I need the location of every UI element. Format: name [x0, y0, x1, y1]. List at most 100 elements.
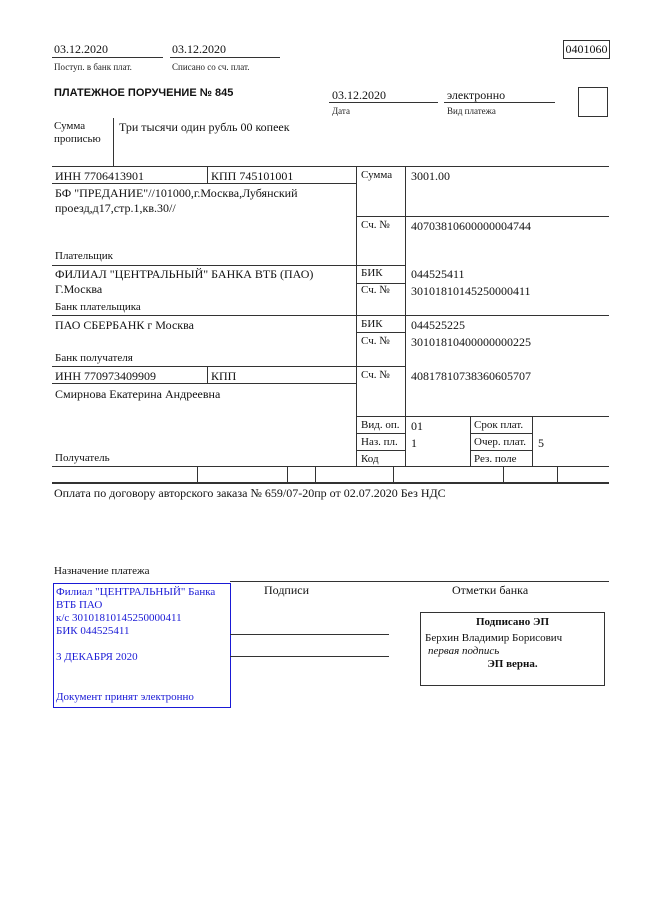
op-type: 01: [411, 419, 423, 433]
purpose-label: Назначение платежа: [54, 565, 150, 577]
divider: [405, 166, 406, 466]
divider: [503, 466, 504, 482]
stamp-line: БИК 044525411: [56, 625, 130, 637]
divider: [207, 166, 208, 183]
divider: [287, 466, 288, 482]
stamp-date: 3 ДЕКАБРЯ 2020: [56, 651, 138, 663]
empty-box: [578, 87, 608, 117]
divider: [393, 466, 394, 482]
divider: [52, 183, 356, 184]
payee-inn: ИНН 770973409909: [55, 369, 156, 383]
received-label: Поступ. в банк плат.: [54, 62, 132, 72]
date-label: Дата: [332, 106, 350, 116]
priority-label: Очер. плат.: [474, 436, 527, 448]
priority: 5: [538, 436, 544, 450]
divider: [52, 383, 356, 384]
divider: [557, 466, 558, 482]
payee-kpp: КПП: [211, 369, 237, 383]
debited-label: Списано со сч. плат.: [172, 62, 250, 72]
document-date: 03.12.2020: [332, 88, 386, 102]
divider: [52, 265, 405, 266]
divider: [470, 416, 471, 466]
payer-bank-account: 30101810145250000411: [411, 284, 531, 298]
signed-title: Подписано ЭП: [475, 616, 550, 628]
stamp-line: ВТБ ПАО: [56, 599, 103, 611]
divider: [532, 416, 533, 466]
purpose-code: 1: [411, 436, 417, 450]
reserve-label: Рез. поле: [474, 453, 517, 465]
divider: [356, 433, 405, 434]
divider: [470, 450, 532, 451]
purpose-text: Оплата по договору авторского заказа № 6…: [54, 486, 446, 500]
debited-date: 03.12.2020: [172, 42, 226, 56]
payer-account: 40703810600000004744: [411, 219, 531, 233]
payee-account: 40817810738360605707: [411, 369, 531, 383]
payer-account-label: Сч. №: [361, 219, 390, 231]
divider: [52, 166, 609, 167]
bank-stamp: Филиал "ЦЕНТРАЛЬНЫЙ" Банка ВТБ ПАО к/с 3…: [53, 583, 231, 708]
payer-label: Плательщик: [55, 250, 113, 262]
stamp-footer: Документ принят электронно: [56, 691, 194, 703]
payee-bank-account: 30101810400000000225: [411, 335, 531, 349]
signer-name: Берхин Владимир Борисович: [425, 632, 563, 644]
divider: [356, 450, 405, 451]
amount-words-label-2: прописью: [54, 133, 101, 145]
stamp-line: к/с 30101810145250000411: [56, 612, 182, 624]
divider: [52, 315, 609, 316]
divider: [315, 466, 316, 482]
divider: [356, 332, 405, 333]
stamp-line: Филиал "ЦЕНТРАЛЬНЫЙ" Банка: [56, 586, 216, 598]
signatures-label: Подписи: [264, 583, 310, 597]
divider: [52, 57, 163, 58]
page-title: ПЛАТЕЖНОЕ ПОРУЧЕНИЕ № 845: [54, 87, 234, 99]
divider: [52, 482, 609, 484]
payer-bik: 044525411: [411, 267, 465, 281]
payer-bik-label: БИК: [361, 267, 383, 279]
bank-marks-box: Подписано ЭП Берхин Владимир Борисович п…: [420, 612, 605, 686]
divider: [444, 102, 555, 103]
divider: [52, 366, 405, 367]
payment-type-label: Вид платежа: [447, 106, 496, 116]
payee-bank-name: ПАО СБЕРБАНК г Москва: [55, 318, 194, 332]
divider: [197, 466, 198, 482]
payee-bank-label: Банк получателя: [55, 352, 133, 364]
divider: [356, 283, 405, 284]
signature-line: [230, 656, 389, 657]
payer-name: БФ "ПРЕДАНИЕ"//101000,г.Москва,Лубянский: [55, 186, 298, 200]
signature-line: [230, 634, 389, 635]
divider: [52, 466, 609, 467]
payer-bank-account-label: Сч. №: [361, 284, 390, 296]
divider: [470, 433, 532, 434]
amount-words: Три тысячи один рубль 00 копеек: [119, 120, 290, 134]
op-type-label: Вид. оп.: [361, 419, 400, 431]
payee-name: Смирнова Екатерина Андреевна: [55, 387, 221, 401]
bank-marks-label: Отметки банка: [452, 583, 529, 597]
divider: [356, 416, 609, 417]
payee-account-label: Сч. №: [361, 369, 390, 381]
payer-bank-name: ФИЛИАЛ "ЦЕНТРАЛЬНЫЙ" БАНКА ВТБ (ПАО): [55, 267, 314, 281]
signature-verified: ЭП верна.: [487, 658, 538, 670]
purpose-code-label: Наз. пл.: [361, 436, 398, 448]
divider: [113, 118, 114, 166]
divider: [230, 581, 609, 582]
payee-label: Получатель: [55, 452, 110, 464]
amount-words-label: Сумма: [54, 120, 86, 132]
payer-bank-label: Банк плательщика: [55, 301, 141, 313]
divider: [356, 166, 357, 466]
divider: [170, 57, 280, 58]
amount-value: 3001.00: [411, 169, 450, 183]
code-label: Код: [361, 453, 379, 465]
payer-bank-city: Г.Москва: [55, 282, 103, 296]
payer-inn: ИНН 7706413901: [55, 169, 144, 183]
amount-label: Сумма: [361, 169, 393, 181]
due-label: Срок плат.: [474, 419, 524, 431]
form-code: 0401060: [563, 40, 610, 59]
payee-bik-label: БИК: [361, 318, 383, 330]
payee-bik: 044525225: [411, 318, 465, 332]
payee-bank-account-label: Сч. №: [361, 335, 390, 347]
payment-type: электронно: [447, 88, 506, 102]
divider: [329, 102, 438, 103]
divider: [356, 216, 609, 217]
divider: [207, 366, 208, 383]
received-date: 03.12.2020: [54, 42, 108, 56]
